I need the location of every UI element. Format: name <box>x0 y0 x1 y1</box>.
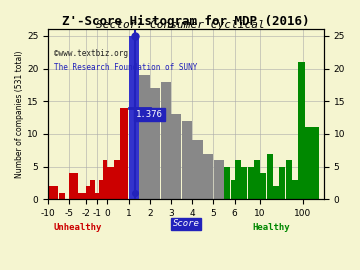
Bar <box>99 180 103 199</box>
Bar <box>298 62 305 199</box>
Bar <box>108 167 114 199</box>
Bar <box>203 154 213 199</box>
Bar <box>254 160 260 199</box>
Text: ©www.textbiz.org: ©www.textbiz.org <box>54 49 127 59</box>
Bar <box>103 160 107 199</box>
Bar <box>292 180 298 199</box>
Bar <box>267 154 273 199</box>
Bar <box>78 193 86 199</box>
Bar <box>48 186 58 199</box>
Bar <box>129 36 139 199</box>
Bar <box>95 193 99 199</box>
Text: Sector: Consumer Cyclical: Sector: Consumer Cyclical <box>96 20 264 30</box>
Bar <box>235 160 241 199</box>
Bar <box>230 180 235 199</box>
Bar <box>260 173 266 199</box>
Bar <box>224 167 230 199</box>
Bar <box>241 167 247 199</box>
Bar <box>286 160 292 199</box>
X-axis label: Score: Score <box>172 220 199 228</box>
Bar <box>182 121 192 199</box>
Bar <box>161 82 171 199</box>
Bar <box>279 167 285 199</box>
Bar <box>69 173 77 199</box>
Text: Unhealthy: Unhealthy <box>54 223 102 232</box>
Bar <box>86 186 90 199</box>
Bar <box>59 193 65 199</box>
Bar <box>305 127 319 199</box>
Bar <box>139 75 150 199</box>
Bar <box>120 108 129 199</box>
Bar <box>213 160 224 199</box>
Title: Z'-Score Histogram for MDP (2016): Z'-Score Histogram for MDP (2016) <box>62 15 310 28</box>
Y-axis label: Number of companies (531 total): Number of companies (531 total) <box>15 50 24 178</box>
Bar <box>192 140 203 199</box>
Text: 1.376: 1.376 <box>136 110 163 119</box>
Bar <box>171 114 181 199</box>
Text: The Research Foundation of SUNY: The Research Foundation of SUNY <box>54 63 197 72</box>
Bar <box>248 167 254 199</box>
Bar <box>150 88 160 199</box>
Bar <box>114 160 120 199</box>
Bar <box>273 186 279 199</box>
Bar <box>90 180 95 199</box>
Text: Healthy: Healthy <box>252 223 289 232</box>
